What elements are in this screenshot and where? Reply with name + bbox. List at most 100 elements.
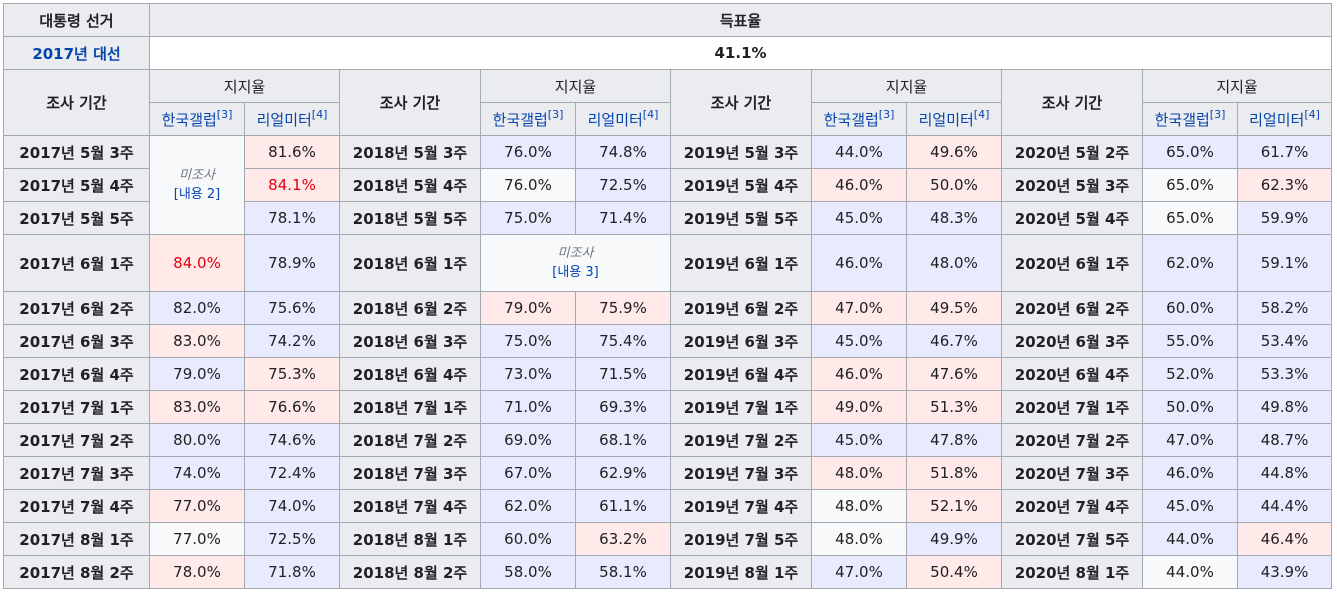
realmeter-cell: 58.2% xyxy=(1236,291,1333,325)
period-cell: 2019년 5월 5주 xyxy=(670,201,812,235)
realmeter-cell: 62.9% xyxy=(575,456,671,490)
realmeter-cell: 68.1% xyxy=(575,423,671,457)
period-cell: 2020년 7월 4주 xyxy=(1001,489,1143,523)
period-cell: 2017년 7월 2주 xyxy=(3,423,150,457)
realmeter-cell: 48.3% xyxy=(906,201,1002,235)
gallup-cell: 60.0% xyxy=(480,522,576,556)
period-cell: 2018년 7월 4주 xyxy=(339,489,481,523)
table-row: 2017년 6월 1주 84.0% 78.9% 2018년 6월 1주 미조사 … xyxy=(3,234,1333,292)
gallup-cell: 78.0% xyxy=(149,555,245,589)
realmeter-cell: 58.1% xyxy=(575,555,671,589)
realmeter-link[interactable]: 리얼미터 xyxy=(918,110,974,129)
realmeter-ref[interactable]: [4] xyxy=(311,107,328,121)
table-row: 2017년 8월 1주 77.0% 72.5% 2018년 8월 1주 60.0… xyxy=(3,522,1333,556)
realmeter-cell: 53.3% xyxy=(1236,357,1333,391)
realmeter-cell: 46.7% xyxy=(906,324,1002,358)
realmeter-cell: 49.5% xyxy=(906,291,1002,325)
realmeter-header: 리얼미터[4] xyxy=(575,102,671,136)
gallup-cell: 44.0% xyxy=(1142,555,1238,589)
gallup-cell: 77.0% xyxy=(149,489,245,523)
gallup-link[interactable]: 한국갤럽 xyxy=(823,110,879,129)
gallup-cell: 46.0% xyxy=(811,234,907,292)
period-cell: 2019년 7월 4주 xyxy=(670,489,812,523)
gallup-link[interactable]: 한국갤럽 xyxy=(1154,110,1210,129)
gallup-cell: 46.0% xyxy=(1142,456,1238,490)
table-row: 2017년 7월 3주 74.0% 72.4% 2018년 7월 3주 67.0… xyxy=(3,456,1333,490)
period-cell: 2018년 5월 4주 xyxy=(339,168,481,202)
period-cell: 2020년 5월 2주 xyxy=(1001,135,1143,169)
period-cell: 2019년 7월 3주 xyxy=(670,456,812,490)
realmeter-ref[interactable]: [4] xyxy=(973,107,990,121)
period-cell: 2017년 7월 4주 xyxy=(3,489,150,523)
gallup-cell: 46.0% xyxy=(811,357,907,391)
table-row: 2017년 6월 2주 82.0% 75.6% 2018년 6월 2주 79.0… xyxy=(3,291,1333,325)
note-link[interactable]: [내용 3] xyxy=(552,265,599,280)
period-header: 조사 기간 xyxy=(1001,69,1143,136)
period-cell: 2020년 6월 2주 xyxy=(1001,291,1143,325)
table-row: 2017년 8월 2주 78.0% 71.8% 2018년 8월 2주 58.0… xyxy=(3,555,1333,589)
gallup-cell: 47.0% xyxy=(811,291,907,325)
period-cell: 2018년 5월 5주 xyxy=(339,201,481,235)
gallup-cell: 50.0% xyxy=(1142,390,1238,424)
gallup-ref[interactable]: [3] xyxy=(878,107,895,121)
gallup-ref[interactable]: [3] xyxy=(1209,107,1226,121)
gallup-cell: 75.0% xyxy=(480,201,576,235)
not-surveyed-label: 미조사 xyxy=(557,246,594,261)
period-header: 조사 기간 xyxy=(670,69,812,136)
gallup-link[interactable]: 한국갤럽 xyxy=(492,110,548,129)
realmeter-ref[interactable]: [4] xyxy=(1304,107,1320,121)
realmeter-cell: 49.8% xyxy=(1236,390,1333,424)
realmeter-cell: 50.0% xyxy=(906,168,1002,202)
realmeter-cell: 44.4% xyxy=(1236,489,1333,523)
election-year-link[interactable]: 2017년 대선 xyxy=(32,44,121,63)
realmeter-header: 리얼미터[4] xyxy=(906,102,1002,136)
realmeter-cell: 63.2% xyxy=(575,522,671,556)
realmeter-cell: 78.9% xyxy=(244,234,340,292)
gallup-cell: 55.0% xyxy=(1142,324,1238,358)
gallup-cell: 77.0% xyxy=(149,522,245,556)
period-header: 조사 기간 xyxy=(339,69,481,136)
period-cell: 2019년 7월 1주 xyxy=(670,390,812,424)
realmeter-cell: 84.1% xyxy=(244,168,340,202)
realmeter-link[interactable]: 리얼미터 xyxy=(1249,110,1305,129)
period-cell: 2020년 7월 2주 xyxy=(1001,423,1143,457)
period-cell: 2017년 6월 1주 xyxy=(3,234,150,292)
realmeter-link[interactable]: 리얼미터 xyxy=(256,110,312,129)
gallup-cell: 47.0% xyxy=(1142,423,1238,457)
turnout-value: 41.1% xyxy=(148,36,1333,70)
not-surveyed-cell: 미조사 [내용 3] xyxy=(480,234,671,292)
note-link[interactable]: [내용 2] xyxy=(173,187,221,202)
gallup-header: 한국갤럽[3] xyxy=(811,102,907,136)
period-cell: 2017년 6월 4주 xyxy=(3,357,150,391)
realmeter-cell: 51.3% xyxy=(906,390,1002,424)
realmeter-cell: 59.9% xyxy=(1236,201,1333,235)
gallup-cell: 45.0% xyxy=(811,201,907,235)
gallup-ref[interactable]: [3] xyxy=(216,107,233,121)
realmeter-cell: 78.1% xyxy=(244,201,340,235)
gallup-cell: 45.0% xyxy=(1142,489,1238,523)
realmeter-cell: 72.4% xyxy=(244,456,340,490)
gallup-link[interactable]: 한국갤럽 xyxy=(161,110,217,129)
gallup-cell: 79.0% xyxy=(480,291,576,325)
turnout-label: 득표율 xyxy=(148,3,1333,37)
support-header: 지지율 xyxy=(149,69,340,103)
gallup-cell: 45.0% xyxy=(811,423,907,457)
realmeter-cell: 75.6% xyxy=(244,291,340,325)
support-header: 지지율 xyxy=(480,69,671,103)
gallup-cell: 79.0% xyxy=(149,357,245,391)
gallup-cell: 67.0% xyxy=(480,456,576,490)
period-cell: 2020년 5월 4주 xyxy=(1001,201,1143,235)
period-cell: 2017년 7월 3주 xyxy=(3,456,150,490)
realmeter-cell: 75.3% xyxy=(244,357,340,391)
realmeter-link[interactable]: 리얼미터 xyxy=(587,110,643,129)
realmeter-cell: 74.6% xyxy=(244,423,340,457)
period-cell: 2018년 6월 2주 xyxy=(339,291,481,325)
gallup-cell: 44.0% xyxy=(1142,522,1238,556)
period-cell: 2018년 8월 1주 xyxy=(339,522,481,556)
period-cell: 2019년 7월 5주 xyxy=(670,522,812,556)
realmeter-cell: 50.4% xyxy=(906,555,1002,589)
support-header: 지지율 xyxy=(811,69,1002,103)
table-row: 2017년 5월 4주 84.1% 2018년 5월 4주 76.0% 72.5… xyxy=(3,168,1333,202)
realmeter-ref[interactable]: [4] xyxy=(642,107,659,121)
gallup-ref[interactable]: [3] xyxy=(547,107,564,121)
